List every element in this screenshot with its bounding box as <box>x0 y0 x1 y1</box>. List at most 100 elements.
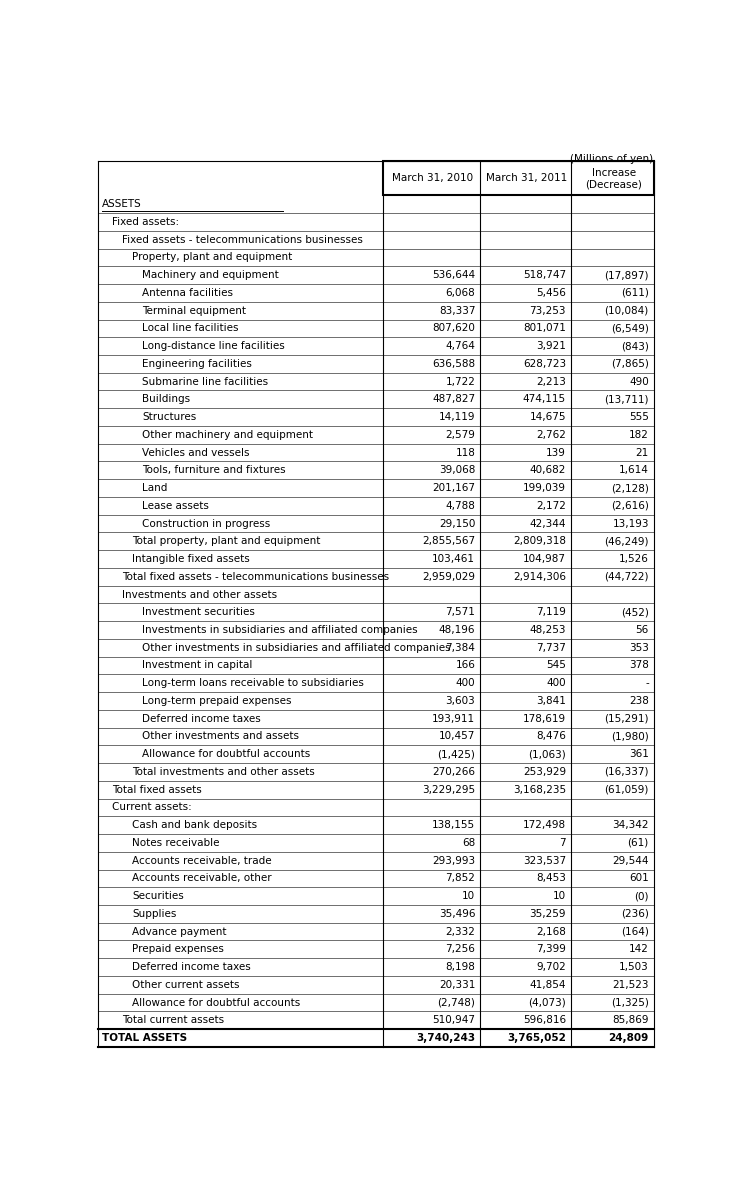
Text: Securities: Securities <box>132 891 184 901</box>
Text: March 31, 2010: March 31, 2010 <box>392 173 474 184</box>
Text: 35,496: 35,496 <box>439 909 475 918</box>
Text: 138,155: 138,155 <box>432 820 475 831</box>
Text: 10,457: 10,457 <box>439 731 475 742</box>
Text: 14,675: 14,675 <box>529 412 566 422</box>
Text: 7: 7 <box>559 838 566 848</box>
Text: (6,549): (6,549) <box>611 324 649 333</box>
Text: 8,476: 8,476 <box>536 731 566 742</box>
Text: Machinery and equipment: Machinery and equipment <box>142 270 279 280</box>
Text: 73,253: 73,253 <box>529 306 566 315</box>
Text: Land: Land <box>142 483 167 493</box>
Text: Vehicles and vessels: Vehicles and vessels <box>142 448 249 457</box>
Text: 41,854: 41,854 <box>529 980 566 989</box>
Text: 490: 490 <box>629 377 649 386</box>
Text: 801,071: 801,071 <box>523 324 566 333</box>
Text: Investments in subsidiaries and affiliated companies: Investments in subsidiaries and affiliat… <box>142 624 418 635</box>
Text: 487,827: 487,827 <box>432 395 475 404</box>
Text: (452): (452) <box>621 607 649 617</box>
Text: 545: 545 <box>546 660 566 671</box>
Text: 34,342: 34,342 <box>612 820 649 831</box>
Text: 1,503: 1,503 <box>619 962 649 972</box>
Text: (44,722): (44,722) <box>604 572 649 582</box>
Text: (17,897): (17,897) <box>604 270 649 280</box>
Text: (2,128): (2,128) <box>611 483 649 493</box>
Text: 40,682: 40,682 <box>529 466 566 475</box>
Text: 201,167: 201,167 <box>432 483 475 493</box>
Text: Current assets:: Current assets: <box>111 802 191 813</box>
Text: Total investments and other assets: Total investments and other assets <box>132 767 314 777</box>
Text: Deferred income taxes: Deferred income taxes <box>132 962 251 972</box>
Text: (Millions of yen): (Millions of yen) <box>570 154 654 164</box>
Text: 7,119: 7,119 <box>536 607 566 617</box>
Text: Construction in progress: Construction in progress <box>142 519 270 529</box>
Text: 536,644: 536,644 <box>432 270 475 280</box>
Text: Long-distance line facilities: Long-distance line facilities <box>142 341 284 351</box>
Text: Other investments in subsidiaries and affiliated companies: Other investments in subsidiaries and af… <box>142 642 451 653</box>
Text: 9,702: 9,702 <box>536 962 566 972</box>
Text: 2,914,306: 2,914,306 <box>513 572 566 582</box>
Text: Total fixed assets - telecommunications businesses: Total fixed assets - telecommunications … <box>122 572 389 582</box>
Text: 2,855,567: 2,855,567 <box>422 537 475 546</box>
Text: (611): (611) <box>621 288 649 297</box>
Text: 628,723: 628,723 <box>523 359 566 369</box>
Text: 7,384: 7,384 <box>446 642 475 653</box>
Text: ASSETS: ASSETS <box>102 199 141 210</box>
Text: 2,332: 2,332 <box>446 927 475 936</box>
Text: 510,947: 510,947 <box>432 1016 475 1025</box>
Text: Long-term loans receivable to subsidiaries: Long-term loans receivable to subsidiari… <box>142 678 364 688</box>
Text: (1,063): (1,063) <box>528 749 566 760</box>
Text: 10: 10 <box>462 891 475 901</box>
Text: 2,762: 2,762 <box>536 430 566 440</box>
Text: (61,059): (61,059) <box>605 784 649 795</box>
Text: 400: 400 <box>546 678 566 688</box>
Text: 104,987: 104,987 <box>523 555 566 564</box>
Text: 42,344: 42,344 <box>529 519 566 529</box>
Bar <box>383 161 654 196</box>
Text: Investment in capital: Investment in capital <box>142 660 252 671</box>
Text: (1,425): (1,425) <box>438 749 475 760</box>
Text: (7,865): (7,865) <box>611 359 649 369</box>
Text: Increase
(Decrease): Increase (Decrease) <box>585 167 642 190</box>
Text: 3,168,235: 3,168,235 <box>513 784 566 795</box>
Text: 103,461: 103,461 <box>432 555 475 564</box>
Text: (1,980): (1,980) <box>611 731 649 742</box>
Text: 182: 182 <box>629 430 649 440</box>
Text: 24,809: 24,809 <box>608 1033 649 1043</box>
Text: 636,588: 636,588 <box>432 359 475 369</box>
Text: (164): (164) <box>621 927 649 936</box>
Text: 6,068: 6,068 <box>446 288 475 297</box>
Text: 2,579: 2,579 <box>446 430 475 440</box>
Text: Prepaid expenses: Prepaid expenses <box>132 944 224 954</box>
Text: Lease assets: Lease assets <box>142 501 209 511</box>
Text: 5,456: 5,456 <box>536 288 566 297</box>
Text: 48,196: 48,196 <box>439 624 475 635</box>
Text: 3,603: 3,603 <box>446 696 475 706</box>
Text: (4,073): (4,073) <box>528 998 566 1007</box>
Text: 353: 353 <box>629 642 649 653</box>
Text: 361: 361 <box>629 749 649 760</box>
Text: 142: 142 <box>629 944 649 954</box>
Text: 8,198: 8,198 <box>446 962 475 972</box>
Text: Investments and other assets: Investments and other assets <box>122 589 277 600</box>
Text: Investment securities: Investment securities <box>142 607 255 617</box>
Text: (61): (61) <box>627 838 649 848</box>
Text: Total fixed assets: Total fixed assets <box>111 784 202 795</box>
Text: Antenna facilities: Antenna facilities <box>142 288 233 297</box>
Text: -: - <box>645 678 649 688</box>
Text: 7,399: 7,399 <box>536 944 566 954</box>
Text: (16,337): (16,337) <box>604 767 649 777</box>
Text: 1,614: 1,614 <box>619 466 649 475</box>
Text: 83,337: 83,337 <box>439 306 475 315</box>
Text: TOTAL ASSETS: TOTAL ASSETS <box>102 1033 187 1043</box>
Text: 166: 166 <box>455 660 475 671</box>
Text: Other current assets: Other current assets <box>132 980 240 989</box>
Text: 596,816: 596,816 <box>523 1016 566 1025</box>
Text: Fixed assets - telecommunications businesses: Fixed assets - telecommunications busine… <box>122 235 363 244</box>
Text: 270,266: 270,266 <box>432 767 475 777</box>
Text: 3,921: 3,921 <box>536 341 566 351</box>
Text: 2,172: 2,172 <box>536 501 566 511</box>
Text: Submarine line facilities: Submarine line facilities <box>142 377 268 386</box>
Text: (13,711): (13,711) <box>604 395 649 404</box>
Text: 253,929: 253,929 <box>523 767 566 777</box>
Text: Supplies: Supplies <box>132 909 177 918</box>
